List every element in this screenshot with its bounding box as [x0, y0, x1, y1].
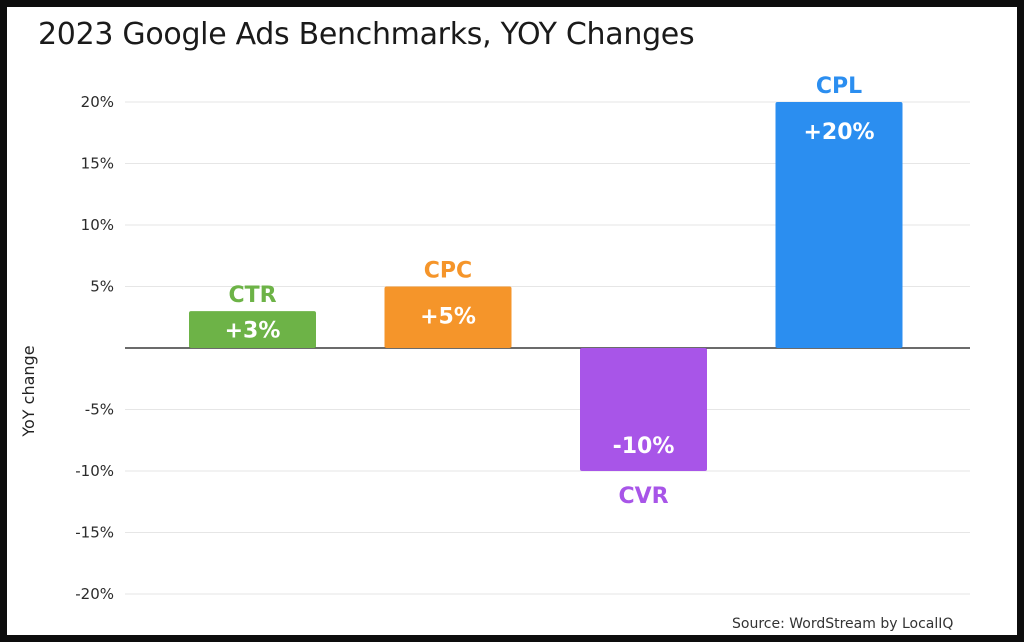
data-label-cvr: -10%	[613, 434, 675, 459]
bar-ctr	[189, 311, 316, 348]
chart-title: 2023 Google Ads Benchmarks, YOY Changes	[38, 17, 695, 52]
source-note: Source: WordStream by LocalIQ	[732, 616, 954, 632]
y-tick-label: -5%	[85, 401, 114, 419]
y-tick-label: -10%	[75, 462, 114, 480]
bar-cpc	[384, 286, 512, 348]
data-label-cpc: +5%	[420, 305, 476, 330]
bar-cpl	[775, 102, 903, 348]
y-axis-label: YoY change	[19, 345, 38, 437]
bar-cvr	[580, 348, 707, 471]
bar-chart: 20% 15% 10% 5% -5% -10% -15% -20% YoY change +3% C…	[19, 74, 970, 603]
y-tick-label: -20%	[75, 585, 114, 603]
y-tick-label: 5%	[90, 278, 114, 296]
y-tick-label: 15%	[81, 155, 114, 173]
y-tick-label: 10%	[81, 216, 114, 234]
category-label-cpl: CPL	[816, 74, 862, 99]
category-label-cpc: CPC	[424, 259, 472, 284]
data-label-ctr: +3%	[225, 319, 281, 344]
y-tick-label: 20%	[81, 93, 114, 111]
y-tick-label: -15%	[75, 524, 114, 542]
category-label-cvr: CVR	[618, 484, 668, 509]
data-label-cpl: +20%	[803, 120, 874, 145]
category-label-ctr: CTR	[228, 283, 276, 308]
